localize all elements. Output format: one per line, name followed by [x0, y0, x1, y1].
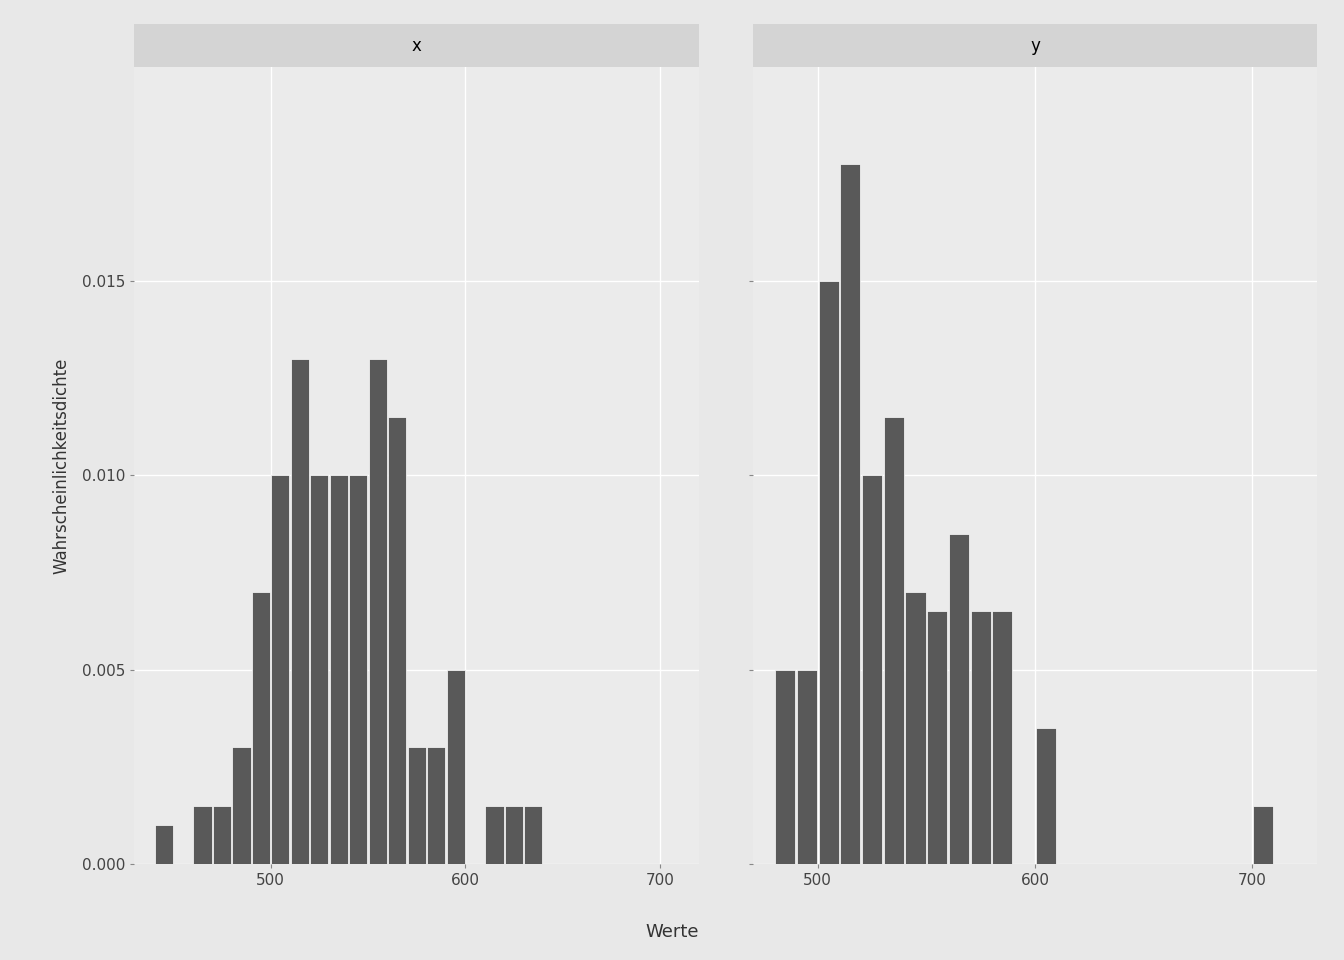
Bar — [485, 805, 504, 864]
Bar — [368, 359, 387, 864]
Text: y: y — [1030, 36, 1040, 55]
Bar — [906, 592, 926, 864]
Bar — [388, 417, 406, 864]
Bar — [407, 748, 426, 864]
Bar — [505, 805, 523, 864]
Bar — [840, 164, 860, 864]
Y-axis label: Wahrscheinlichkeitsdichte: Wahrscheinlichkeitsdichte — [52, 357, 71, 574]
Bar — [970, 612, 991, 864]
Bar — [862, 475, 882, 864]
Bar — [524, 805, 543, 864]
Bar — [883, 417, 905, 864]
Bar — [290, 359, 309, 864]
Text: Werte: Werte — [645, 923, 699, 941]
Bar — [155, 826, 172, 864]
Bar — [212, 805, 231, 864]
Bar — [775, 670, 796, 864]
Bar — [329, 475, 348, 864]
Bar — [1253, 805, 1273, 864]
Bar — [233, 748, 250, 864]
Bar — [797, 670, 817, 864]
Bar — [949, 534, 969, 864]
Bar — [310, 475, 328, 864]
Bar — [818, 281, 839, 864]
Bar — [427, 748, 445, 864]
Bar — [992, 612, 1012, 864]
Bar — [446, 670, 465, 864]
Bar — [271, 475, 289, 864]
Bar — [927, 612, 948, 864]
Text: x: x — [411, 36, 422, 55]
Bar — [251, 592, 270, 864]
Bar — [1036, 728, 1056, 864]
Bar — [349, 475, 367, 864]
Bar — [194, 805, 211, 864]
